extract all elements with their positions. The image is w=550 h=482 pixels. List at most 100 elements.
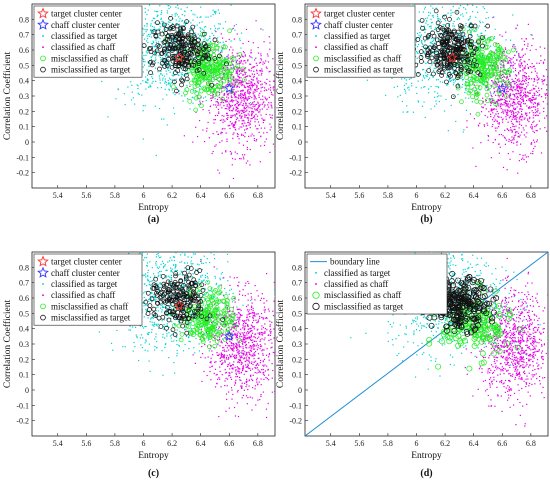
data-point	[231, 122, 233, 124]
data-point	[214, 145, 216, 147]
data-point	[244, 154, 246, 156]
data-point	[517, 93, 519, 95]
data-point	[499, 70, 501, 72]
legend-star-icon	[37, 18, 49, 30]
data-point	[428, 58, 430, 60]
data-point	[416, 32, 419, 35]
data-point	[161, 118, 163, 120]
data-point	[460, 31, 466, 37]
data-point	[162, 21, 164, 23]
data-point	[241, 154, 244, 156]
data-point	[203, 39, 205, 41]
data-point	[252, 106, 254, 108]
data-point	[536, 91, 539, 93]
data-point	[498, 125, 500, 128]
data-point	[538, 62, 540, 64]
data-point	[521, 62, 523, 64]
data-point	[480, 142, 482, 144]
data-point	[238, 73, 240, 75]
data-point	[518, 63, 520, 65]
data-point	[219, 23, 221, 25]
data-point	[258, 80, 260, 82]
data-point	[164, 59, 166, 61]
data-point	[432, 69, 435, 72]
data-point	[247, 119, 250, 121]
data-point	[514, 46, 516, 48]
data-point	[492, 81, 494, 83]
x-tick-label: 6.4	[196, 439, 206, 448]
data-point	[464, 50, 466, 53]
data-point	[496, 70, 501, 76]
data-point	[528, 92, 530, 94]
data-point	[452, 23, 454, 25]
data-point	[257, 52, 260, 54]
data-point	[234, 80, 239, 86]
data-point	[251, 108, 253, 110]
data-point	[516, 141, 519, 143]
data-point	[176, 14, 178, 16]
data-point	[248, 55, 251, 57]
data-point	[244, 111, 246, 113]
data-point	[168, 88, 170, 90]
data-point	[404, 78, 406, 80]
data-point	[173, 317, 175, 319]
data-point	[260, 87, 262, 89]
data-point	[456, 18, 458, 21]
data-point	[222, 66, 224, 68]
data-point	[518, 86, 520, 88]
data-point	[255, 98, 257, 100]
data-point	[130, 99, 133, 101]
data-point	[471, 73, 477, 79]
data-point	[425, 72, 427, 74]
data-point	[517, 110, 519, 113]
data-point	[521, 108, 523, 111]
data-point	[198, 119, 201, 122]
data-point	[500, 66, 502, 68]
data-point	[448, 70, 451, 72]
data-point	[232, 110, 234, 112]
data-point	[524, 95, 527, 97]
data-point	[519, 86, 521, 88]
data-point	[503, 50, 505, 53]
data-point	[145, 81, 148, 84]
data-point	[147, 41, 149, 44]
data-point	[236, 59, 238, 61]
data-point	[533, 98, 536, 100]
data-point	[405, 83, 407, 85]
data-point	[242, 74, 244, 76]
data-point	[508, 62, 510, 64]
data-point	[524, 154, 526, 156]
data-point	[244, 79, 246, 81]
data-point	[246, 97, 248, 99]
data-point	[269, 84, 271, 86]
data-point	[124, 103, 126, 106]
data-point	[495, 63, 498, 65]
data-point	[217, 108, 220, 110]
data-point	[170, 274, 172, 276]
data-point	[419, 18, 425, 23]
data-point	[495, 50, 497, 52]
data-point	[438, 25, 440, 27]
data-point	[498, 81, 500, 83]
data-point	[464, 65, 470, 70]
data-point	[238, 128, 240, 130]
data-point	[242, 63, 244, 65]
data-point	[432, 14, 434, 17]
data-point	[217, 104, 219, 106]
data-point	[150, 43, 153, 45]
data-point	[439, 68, 441, 70]
data-point	[151, 317, 153, 319]
data-point	[506, 78, 508, 80]
data-point	[430, 85, 432, 88]
data-point	[240, 101, 242, 103]
data-point	[189, 80, 194, 86]
data-point	[508, 138, 510, 140]
data-point	[435, 85, 437, 88]
data-point	[201, 55, 206, 61]
data-point	[153, 28, 155, 30]
data-point	[488, 111, 490, 113]
data-point	[521, 116, 524, 118]
data-point	[154, 105, 156, 107]
data-point	[264, 141, 266, 143]
data-point	[430, 48, 435, 53]
